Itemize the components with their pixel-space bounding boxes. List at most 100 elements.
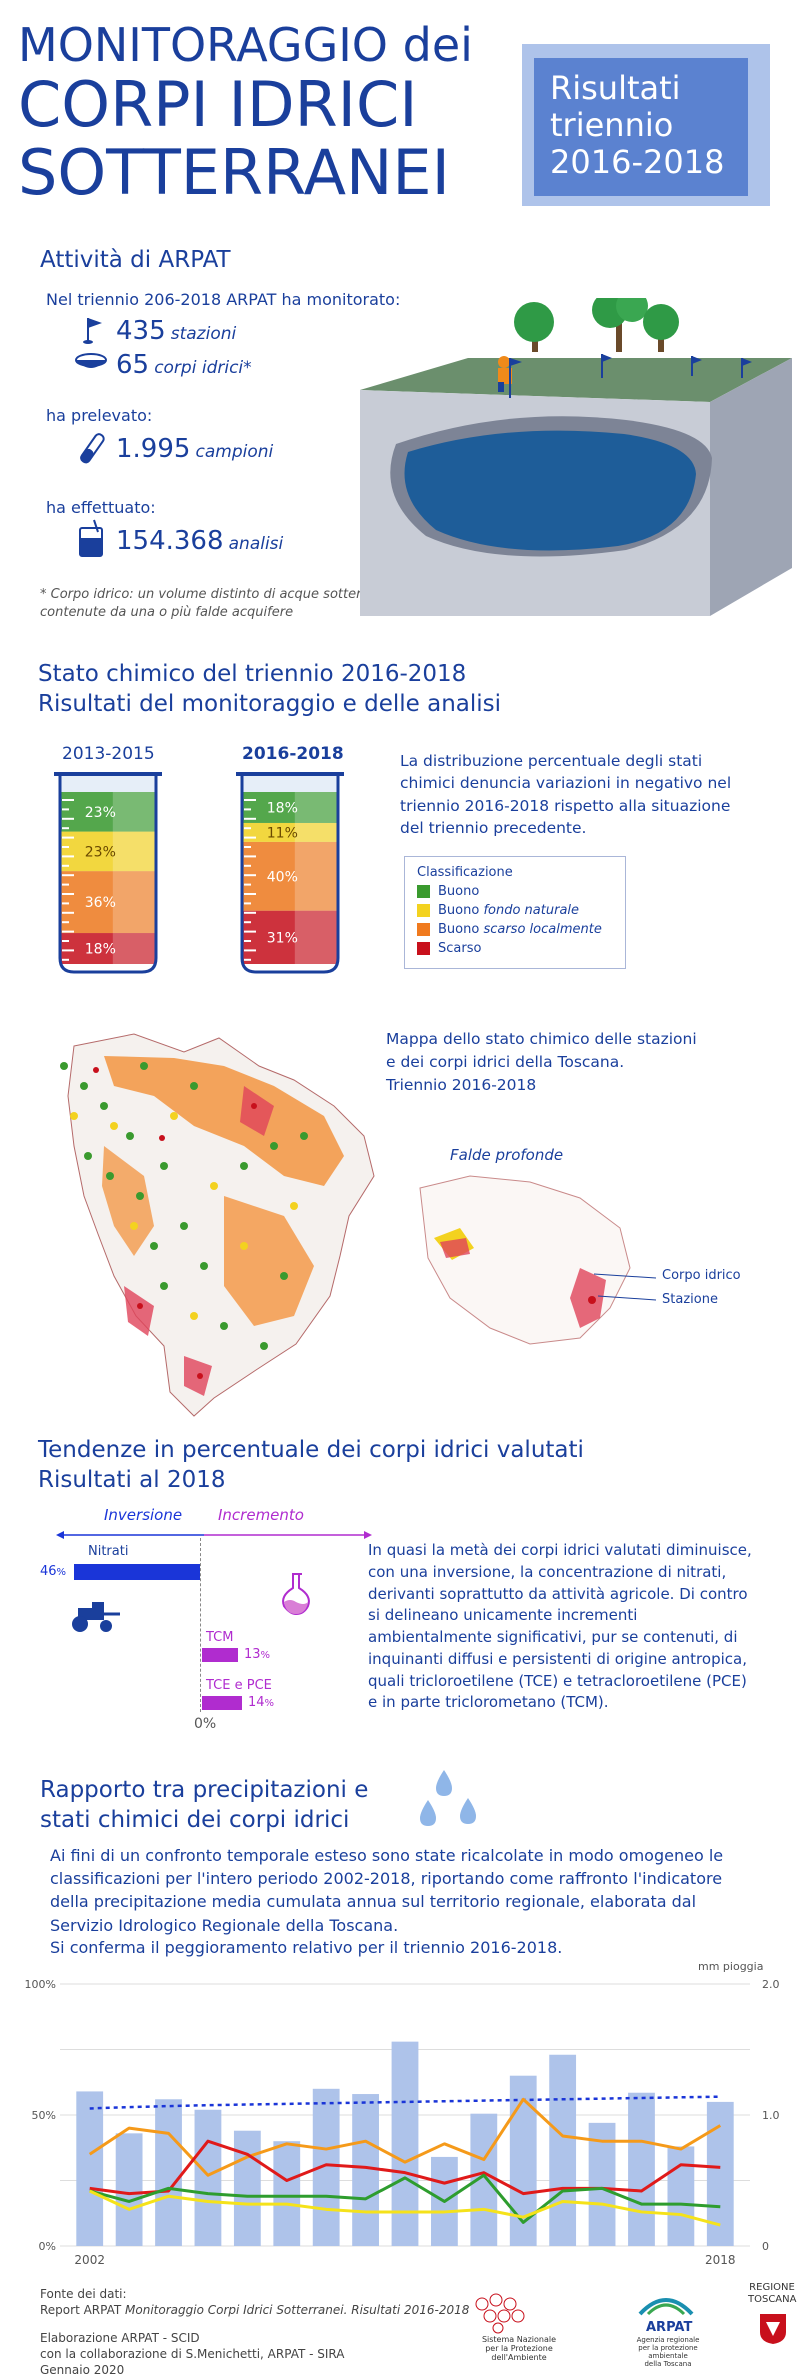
aquifer-illustration [356,290,792,620]
sampled-label: ha prelevato: [46,406,153,425]
tube-segment [242,910,338,964]
title-line-3: SOTTERRANEI [18,136,450,209]
y-left-tick: 0% [39,2240,56,2253]
rain-bar [549,2054,577,2246]
title-badge: Risultati triennio 2016-2018 [534,58,748,196]
snpa-logo-text: Sistema Nazionale per la Protezione dell… [474,2335,564,2362]
tractor-icon [62,1600,126,1638]
chemical-heading-line-1: Stato chimico del triennio 2016-2018 [38,661,467,687]
badge-line-3: 2016-2018 [550,142,725,181]
nitrati-unit: % [56,1567,67,1578]
tube-value-label: 18% [267,800,298,816]
legend-label: Scarso [438,941,482,956]
legend-label: Buono [438,922,480,937]
arpat-line-2: per la protezione ambientale [638,2344,698,2361]
legend-item-scarso-localmente: Buono scarso localmente [417,922,613,937]
rain-bar [628,2092,655,2246]
map-caption-line-2: e dei corpi idrici della Toscana. [386,1053,625,1071]
samples-value: 1.995 [116,434,191,464]
chemical-description: La distribuzione percentuale degli stati… [400,752,732,838]
y-right-tick: 0 [762,2240,769,2253]
tube-highlight [112,831,156,872]
legend-item-scarso: Scarso [417,941,613,956]
series-line [88,2097,722,2177]
legend-swatch [417,885,430,898]
tube-2016-title: 2016-2018 [242,744,344,764]
rain-bar [273,2141,301,2246]
tube-value-label: 31% [267,930,298,946]
flag-icon [82,316,106,348]
activity-intro: Nel triennio 206-2018 ARPAT ha monitorat… [46,290,401,309]
badge-line-1: Risultati [550,69,681,107]
analyses-unit: analisi [228,534,284,554]
tube-chart-2013: 18% 36% 23% 23% [54,772,162,974]
inset-callout-lines [590,1268,660,1312]
tube-highlight [112,871,156,934]
elab-line-3: Gennaio 2020 [40,2363,125,2377]
rain-bar [588,2122,616,2246]
trend-zero-axis [200,1538,201,1712]
tcm-label: TCM [206,1630,234,1645]
tube-value-label: 40% [267,869,298,885]
label-stazione: Stazione [662,1292,718,1307]
tcm-unit: % [260,1650,271,1661]
nitrati-value: 46 [40,1564,57,1579]
tube-value-label: 18% [85,942,116,958]
analyses-value: 154.368 [116,526,224,556]
tube-value-label: 23% [85,805,116,821]
rain-heading-line-2: stati chimici dei corpi idrici [40,1807,350,1833]
regione-logo-text: REGIONE TOSCANA [748,2282,796,2305]
tce-pce-bar [202,1696,242,1710]
tube-highlight [294,910,338,964]
regione-line-1: REGIONE [749,2282,795,2293]
trends-heading-line-2: Risultati al 2018 [38,1467,226,1493]
tube-segment [60,933,156,964]
arpat-logo-text: Agenzia regionale per la protezione ambi… [620,2336,716,2368]
source-line-1: Fonte dei dati: [40,2287,127,2301]
rain-bar [194,2109,222,2246]
snpa-line-1: Sistema Nazionale [481,2335,557,2344]
classification-legend: Classificazione Buono Buono fondo natura… [404,856,626,969]
increment-label: Incremento [218,1506,304,1524]
legend-swatch [417,923,430,936]
legend-item-buono: Buono [417,884,613,899]
source-plain: Report ARPAT [40,2303,126,2317]
rain-chemical-chart: 100% 50% 0% 2.000 1.000 0 2002 2018 [25,1978,780,2267]
regione-line-2: TOSCANA [748,2293,797,2305]
rain-bar [76,2091,104,2246]
regione-shield-icon [758,2312,788,2350]
tube-segment [242,792,338,823]
activity-heading: Attività di ARPAT [40,247,231,273]
tce-pce-value: 14 [248,1695,265,1710]
bodies-unit: corpi idrici* [154,358,252,378]
samples-unit: campioni [195,442,274,462]
elab-line-2: con la collaborazione di S.Menichetti, A… [40,2347,345,2361]
rain-bar [667,2146,695,2246]
map-caption-line-1: Mappa dello stato chimico delle stazioni [386,1030,697,1048]
tube-2013-title: 2013-2015 [62,744,155,764]
tube-segment [60,792,156,832]
rain-bar [391,2041,419,2246]
tube-value-label: 11% [267,825,298,841]
y-left-tick: 50% [32,2109,56,2122]
rain-conclusion: Si conferma il peggioramento relativo pe… [50,1938,563,1957]
y-left-tick: 100% [25,1978,56,1991]
arpat-logo-icon [636,2290,696,2324]
nitrati-label: Nitrati [88,1544,129,1559]
footnote-line-1: * Corpo idrico: un volume distinto di ac… [40,587,399,602]
water-body-icon [74,352,108,378]
tube-highlight [294,822,338,842]
inversion-label: Inversione [104,1506,183,1524]
rain-paragraph: Ai fini di un confronto temporale esteso… [50,1846,724,1935]
arpat-line-1: Agenzia regionale [636,2336,700,2344]
tube-highlight [112,792,156,832]
tube-outline [240,776,340,974]
trend-direction-arrows [54,1526,374,1545]
deep-aquifer-map [410,1168,650,1352]
title-line-1: MONITORAGGIO dei [18,18,473,72]
series-line [89,2139,721,2196]
snpa-logo-icon [462,2290,542,2338]
raindrops-icon [414,1768,494,1836]
rain-trend-line [89,2095,721,2110]
x-start-label: 2002 [74,2253,105,2267]
